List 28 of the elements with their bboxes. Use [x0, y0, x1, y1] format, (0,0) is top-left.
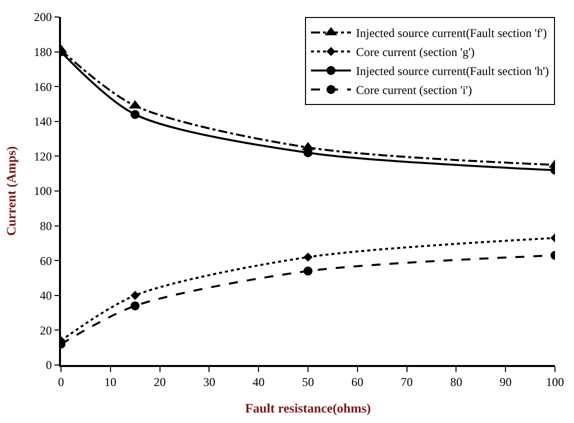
x-tick-label: 30: [203, 375, 216, 390]
y-tick-label: 160: [34, 80, 52, 94]
y-tick-label: 180: [34, 45, 52, 59]
legend-label: Core current (section 'g'): [356, 45, 475, 60]
legend-label: Injected source current(Fault section 'f'): [356, 26, 547, 40]
y-tick-label: 40: [40, 288, 52, 303]
y-tick-label: 200: [34, 10, 52, 24]
x-tick-label: 100: [546, 375, 564, 390]
y-tick-label: 60: [40, 254, 52, 268]
x-tick-label: 60: [351, 375, 364, 390]
y-tick-label: 0: [46, 358, 52, 372]
y-tick-label: 80: [40, 219, 52, 233]
x-tick-label: 80: [450, 375, 462, 390]
y-tick-label: 100: [34, 184, 52, 198]
x-tick-label: 70: [400, 375, 413, 390]
x-tick-label: 90: [500, 375, 512, 390]
x-tick-label: 50: [302, 375, 314, 390]
x-tick-label: 20: [154, 375, 166, 390]
x-tick-label: 40: [252, 375, 265, 390]
x-tick-label: 10: [104, 375, 116, 390]
legend-label: Injected source current(Fault section 'h'): [356, 64, 549, 78]
x-axis-title: Fault resistance(ohms): [245, 400, 371, 416]
legend-label: Core current (section 'i'): [356, 83, 472, 98]
y-tick-label: 120: [34, 149, 52, 164]
y-axis-title: Current (Amps): [3, 146, 18, 236]
x-tick-label: 0: [58, 375, 64, 390]
y-tick-label: 140: [34, 114, 52, 129]
y-tick-label: 20: [40, 323, 52, 338]
